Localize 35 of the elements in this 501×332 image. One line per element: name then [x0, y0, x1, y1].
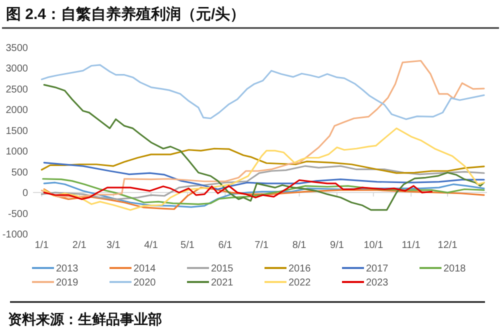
- y-tick-label: 2000: [6, 105, 28, 116]
- x-tick-label: 9/1: [330, 240, 344, 251]
- legend-label: 2014: [134, 264, 156, 274]
- legend-label: 2018: [444, 264, 466, 274]
- title: 图 2.4：自繁自养养殖利润（元/头）: [6, 6, 246, 23]
- x-tick-label: 6/1: [218, 240, 233, 251]
- x-tick-label: 2/1: [72, 240, 87, 251]
- x-tick-label: 11/1: [402, 240, 421, 251]
- legend-label: 2021: [211, 278, 234, 288]
- legend-label: 2016: [288, 264, 312, 274]
- x-tick-label: 7/1: [254, 240, 270, 251]
- legend-label: 2015: [211, 264, 234, 274]
- y-tick-label: 500: [11, 167, 28, 178]
- text: 资料来源：生鲜品事业部: [8, 311, 162, 327]
- legend-label: 2020: [134, 278, 156, 288]
- y-tick-label: 3000: [6, 64, 28, 75]
- x-tick-label: 12/1: [438, 240, 458, 251]
- x-tick-label: 3/1: [106, 240, 121, 251]
- x-tick-label: 8/1: [292, 240, 307, 251]
- x-tick-label: 1/1: [34, 240, 50, 251]
- x-tick-label: 5/1: [180, 240, 195, 251]
- y-tick-label: -500: [8, 208, 28, 220]
- y-tick-label: 3500: [6, 43, 28, 54]
- y-tick-label: 0: [22, 188, 28, 200]
- x-tick-label: 4/1: [144, 240, 158, 251]
- x-tick-label: 10/1: [364, 240, 384, 251]
- y-tick-label: -1000: [2, 230, 28, 240]
- y-tick-label: 1500: [6, 126, 28, 137]
- y-tick-label: 1000: [6, 146, 28, 158]
- legend-label: 2013: [56, 264, 79, 274]
- legend-label: 2022: [288, 278, 312, 288]
- legend-label: 2017: [366, 264, 389, 274]
- legend-label: 2019: [56, 278, 79, 288]
- y-tick-label: 2500: [6, 84, 28, 96]
- legend-label: 2023: [366, 278, 389, 288]
